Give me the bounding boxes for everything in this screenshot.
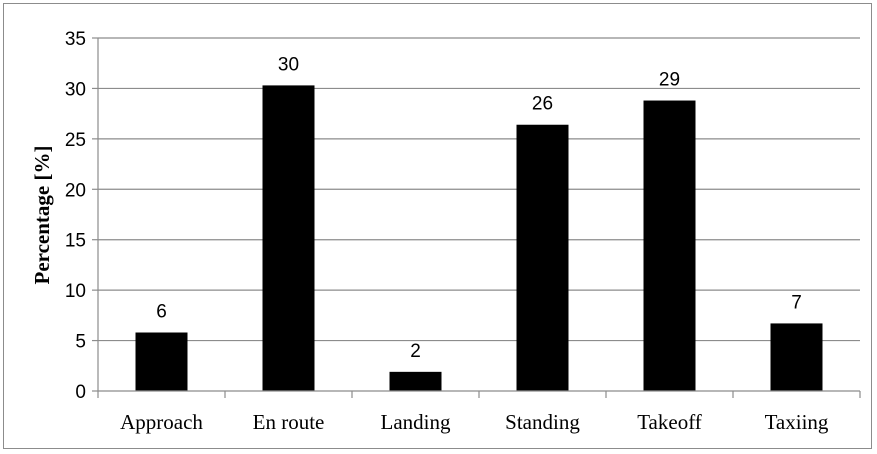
y-tick-label: 30	[65, 79, 86, 100]
bar-taxiing	[770, 323, 823, 391]
bar-landing	[389, 371, 442, 391]
data-label: 7	[791, 292, 802, 313]
gridlines	[98, 37, 860, 342]
x-tick-label: Taxiing	[765, 410, 829, 434]
axes	[92, 37, 861, 398]
bar-approach	[135, 332, 188, 391]
y-tick-label: 0	[75, 382, 86, 403]
y-tick-label: 35	[65, 29, 86, 50]
y-tick-label: 10	[65, 281, 86, 302]
data-label: 29	[659, 70, 680, 91]
bar-en-route	[262, 85, 315, 391]
x-tick-label: En route	[253, 410, 325, 434]
y-tick-label: 20	[65, 180, 86, 201]
x-tick-label: Approach	[120, 410, 203, 434]
data-label: 6	[156, 302, 167, 323]
data-label: 26	[532, 94, 553, 115]
y-tick-label: 5	[75, 332, 86, 353]
x-tick-label: Standing	[505, 410, 580, 434]
x-tick-label: Landing	[381, 410, 451, 434]
labels: 0 5 10 15 20 25 30 35 6 Approach 30 En route 2 Landin…	[65, 29, 829, 434]
y-tick-label: 25	[65, 130, 86, 151]
data-label: 2	[410, 341, 421, 362]
bars	[135, 85, 823, 391]
y-tick-label: 15	[65, 231, 86, 252]
data-label: 30	[278, 54, 299, 75]
bar-standing	[516, 124, 569, 391]
bar-takeoff	[643, 100, 696, 391]
y-axis-title: Percentage [%]	[30, 146, 54, 285]
x-tick-label: Takeoff	[637, 410, 702, 434]
